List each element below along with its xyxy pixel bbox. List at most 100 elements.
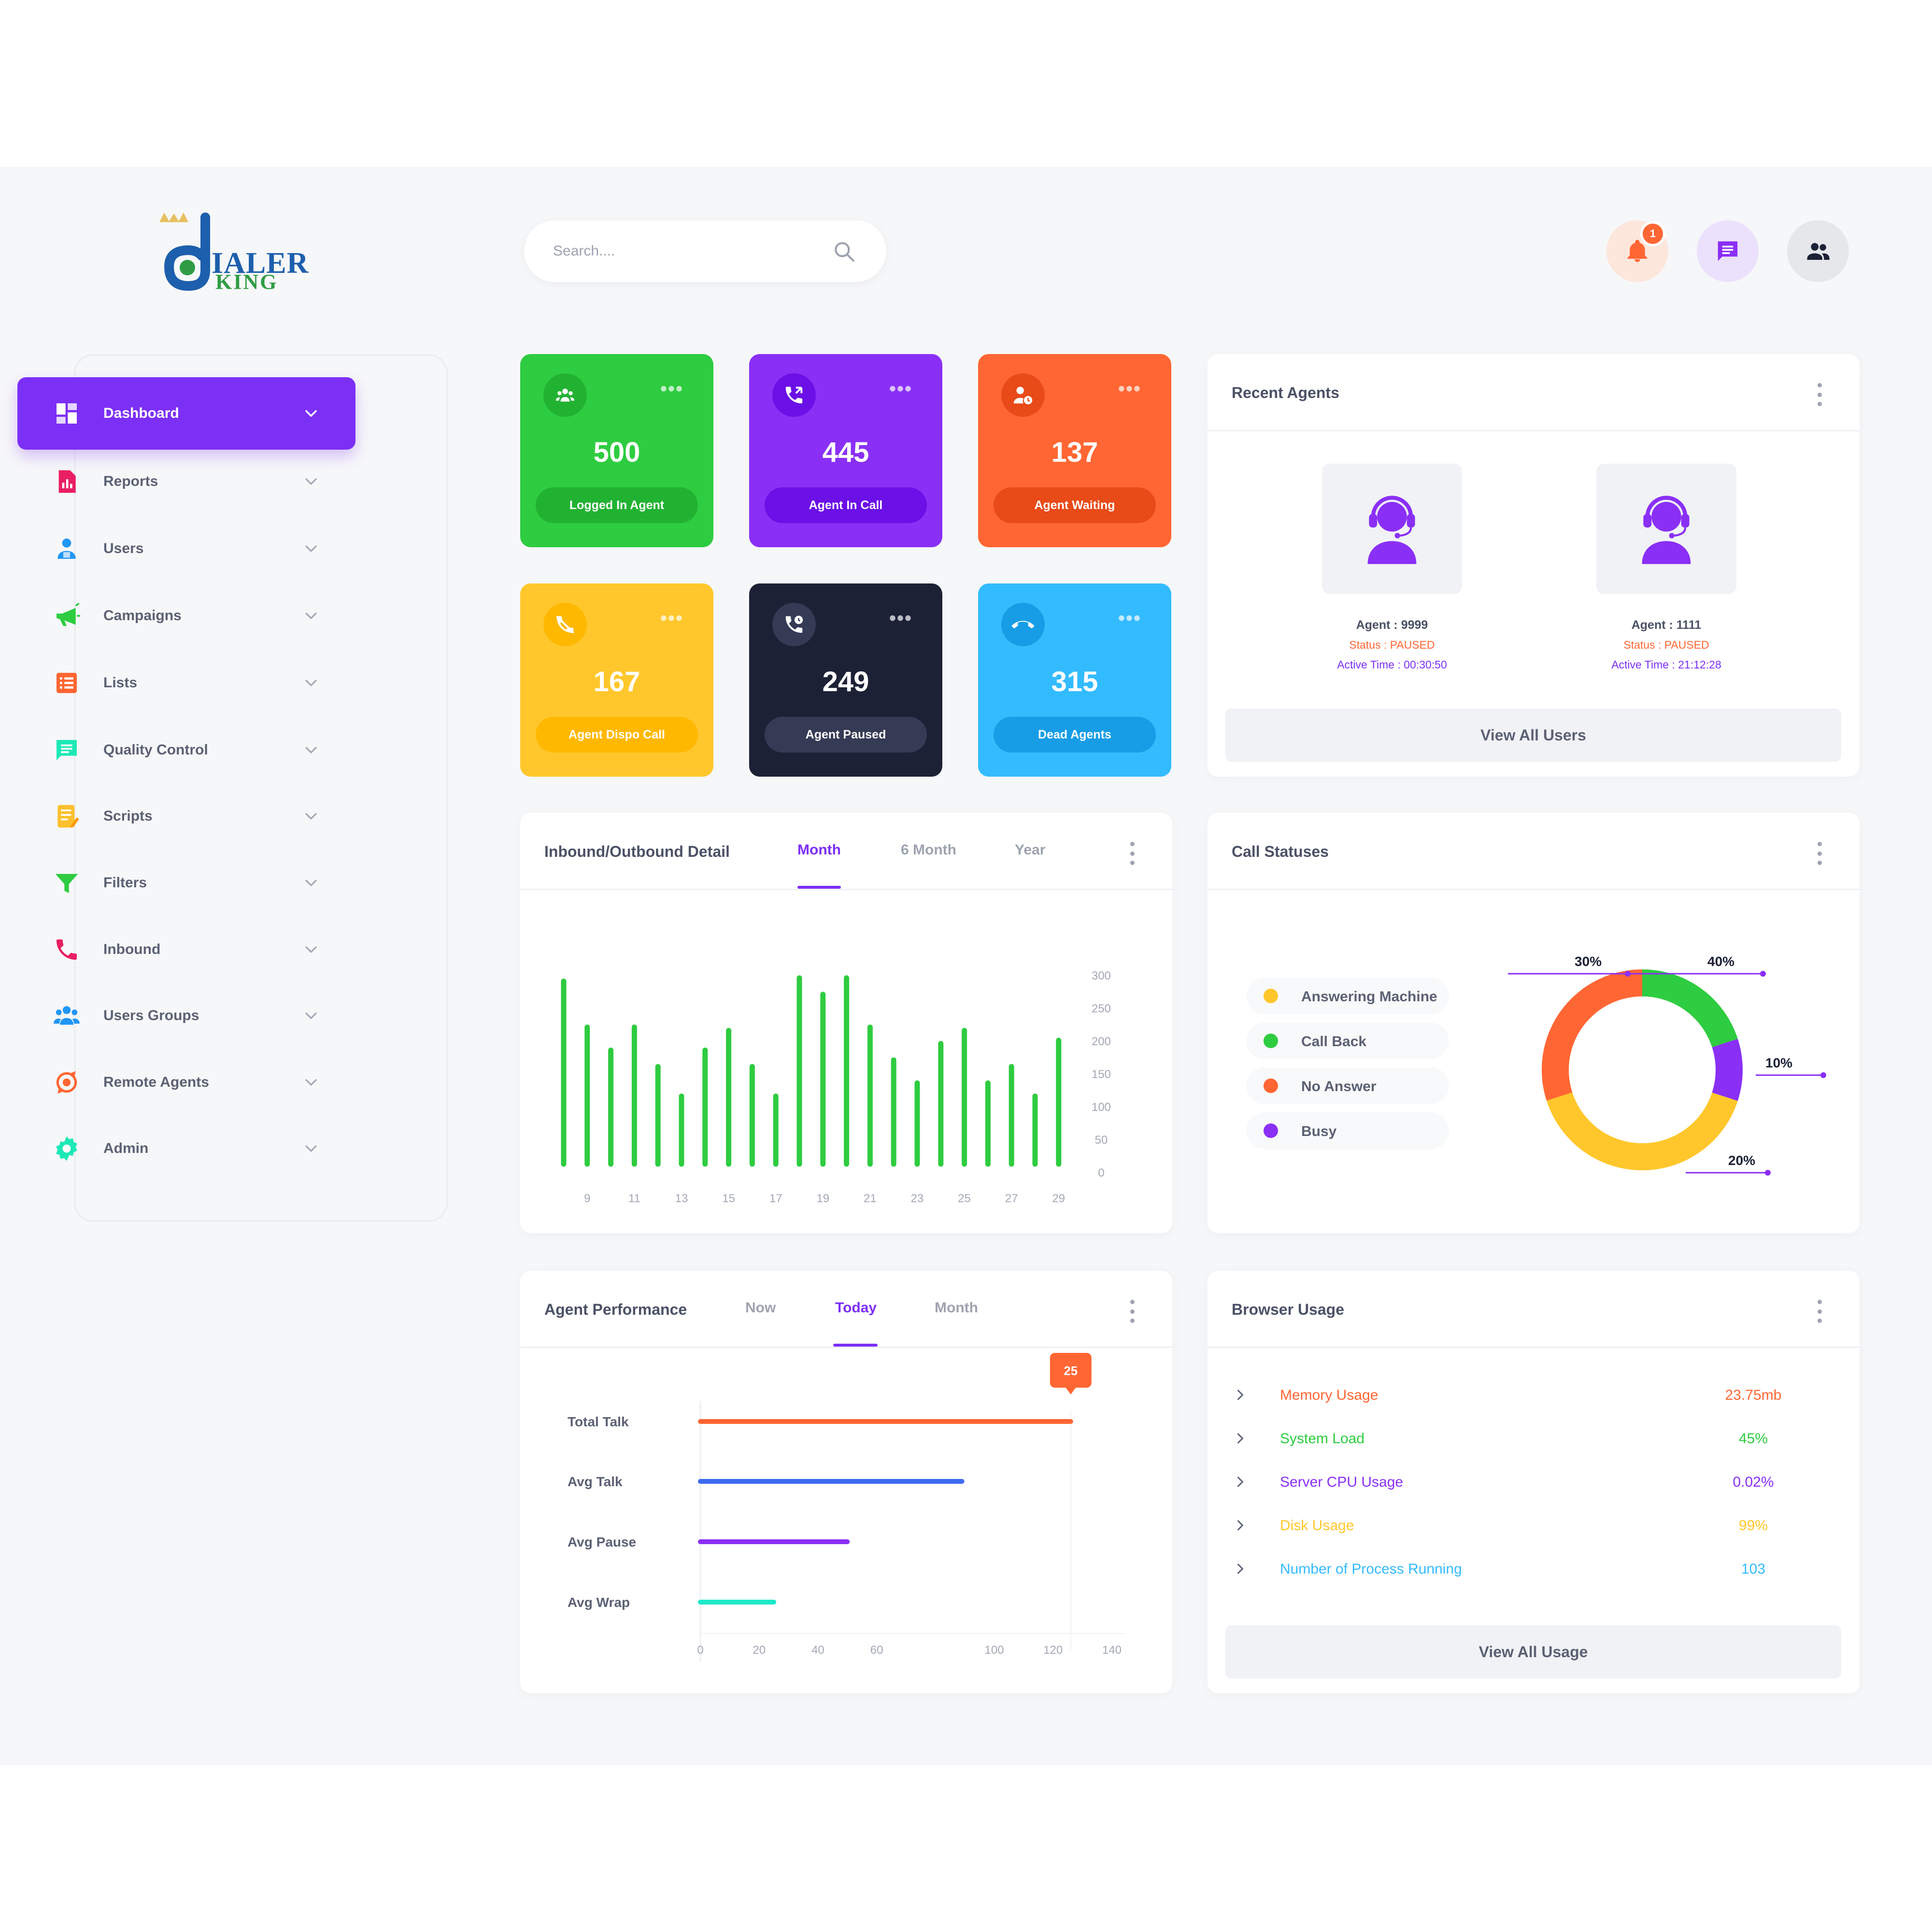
value-marker-label: 25 [1064, 1364, 1078, 1378]
search-input[interactable] [553, 237, 814, 266]
chevron-down-icon[interactable] [301, 404, 321, 423]
more-options-icon[interactable] [1129, 1300, 1136, 1323]
card-title: Agent Performance [544, 1301, 687, 1318]
tab-year[interactable]: Year [1015, 842, 1046, 858]
chevron-down-icon[interactable] [301, 539, 321, 558]
more-options-icon[interactable]: ••• [1118, 378, 1141, 399]
stat-label: Agent Paused [765, 717, 927, 753]
more-options-icon[interactable]: ••• [889, 608, 912, 629]
tab-month[interactable]: Month [797, 842, 841, 858]
more-options-icon[interactable] [1816, 1300, 1823, 1323]
agent-performance-card: Agent Performance Now Today Month Total … [520, 1271, 1172, 1693]
chevron-down-icon[interactable] [301, 606, 321, 625]
sidebar-item-label: Reports [103, 473, 158, 489]
usage-row[interactable]: Disk Usage 99% [1232, 1511, 1811, 1540]
agent-avatar[interactable] [1596, 464, 1736, 594]
tab-6-month[interactable]: 6 Month [901, 842, 956, 858]
chevron-right-icon[interactable] [1232, 1517, 1249, 1534]
view-all-usage-button[interactable]: View All Usage [1225, 1625, 1841, 1678]
legend-item-busy[interactable]: Busy [1246, 1112, 1449, 1149]
stat-card-logged-in[interactable]: ••• 500 Logged In Agent [520, 354, 713, 547]
more-options-icon[interactable] [1129, 842, 1136, 865]
sidebar-item-quality-control[interactable]: Quality Control [17, 714, 355, 786]
chevron-down-icon[interactable] [301, 940, 321, 959]
sidebar-item-label: Lists [103, 675, 138, 691]
more-options-icon[interactable]: ••• [660, 608, 683, 629]
sidebar-item-users-groups[interactable]: Users Groups [17, 980, 355, 1052]
stat-card-waiting[interactable]: ••• 137 Agent Waiting [978, 354, 1171, 547]
legend-item-no-answer[interactable]: No Answer [1246, 1067, 1449, 1104]
more-options-icon[interactable] [1816, 383, 1823, 406]
chevron-right-icon[interactable] [1232, 1560, 1249, 1577]
x-tick-label: 140 [1102, 1644, 1122, 1657]
x-tick-label: 17 [769, 1192, 782, 1205]
recent-agents-card: Recent Agents [1208, 354, 1860, 777]
more-options-icon[interactable] [1816, 842, 1823, 865]
chevron-down-icon[interactable] [301, 873, 321, 893]
legend-label: Answering Machine [1301, 989, 1437, 1005]
remote-icon [52, 1068, 81, 1097]
sidebar-item-inbound[interactable]: Inbound [17, 913, 355, 986]
usage-row[interactable]: Number of Process Running 103 [1232, 1554, 1811, 1583]
legend-item-call-back[interactable]: Call Back [1246, 1023, 1449, 1059]
x-tick-label: 9 [584, 1192, 590, 1205]
phone-call-icon [772, 373, 816, 417]
sidebar-item-admin[interactable]: Admin [17, 1112, 355, 1185]
more-options-icon[interactable]: ••• [1118, 608, 1141, 629]
sidebar-item-remote-agents[interactable]: Remote Agents [17, 1046, 355, 1119]
dashboard-icon [52, 399, 81, 428]
sidebar-item-lists[interactable]: Lists [17, 647, 355, 719]
chevron-down-icon[interactable] [301, 807, 321, 826]
script-icon [52, 802, 81, 831]
chevron-right-icon[interactable] [1232, 1473, 1249, 1491]
stat-card-dead[interactable]: ••• 315 Dead Agents [978, 583, 1171, 777]
notifications-button[interactable]: 1 [1606, 220, 1668, 282]
stat-card-dispo[interactable]: ••• 167 Agent Dispo Call [520, 583, 713, 777]
sidebar-item-filters[interactable]: Filters [17, 847, 355, 919]
stat-card-paused[interactable]: ••• 249 Agent Paused [749, 583, 942, 777]
sidebar-item-label: Dashboard [103, 405, 179, 421]
tab-today[interactable]: Today [835, 1300, 877, 1316]
usage-row[interactable]: Server CPU Usage 0.02% [1232, 1467, 1811, 1496]
chevron-down-icon[interactable] [301, 740, 321, 760]
chevron-down-icon[interactable] [301, 1139, 321, 1158]
agent-avatar[interactable] [1322, 464, 1462, 594]
stat-card-in-call[interactable]: ••• 445 Agent In Call [749, 354, 942, 547]
sidebar-item-campaigns[interactable]: Campaigns [17, 580, 355, 652]
profile-button[interactable] [1787, 220, 1849, 282]
view-all-users-button[interactable]: View All Users [1225, 709, 1841, 762]
chevron-down-icon[interactable] [301, 673, 321, 693]
messages-button[interactable] [1697, 220, 1759, 282]
x-tick-label: 60 [870, 1644, 883, 1657]
sidebar-item-reports[interactable]: Reports [17, 445, 355, 518]
donut-segment [1542, 969, 1743, 1170]
x-tick-label: 29 [1052, 1192, 1065, 1205]
card-header: Inbound/Outbound Detail Month 6 Month Ye… [520, 813, 1172, 890]
sidebar-item-users[interactable]: Users [17, 512, 355, 585]
usage-row[interactable]: Memory Usage 23.75mb [1232, 1380, 1811, 1409]
tab-month[interactable]: Month [935, 1300, 978, 1316]
x-tick-label: 25 [958, 1192, 971, 1205]
chevron-down-icon[interactable] [301, 1006, 321, 1025]
logo-mark [159, 213, 210, 291]
legend-item-answering-machine[interactable]: Answering Machine [1246, 978, 1449, 1014]
sidebar-item-scripts[interactable]: Scripts [17, 780, 355, 852]
sidebar-item-dashboard[interactable]: Dashboard [17, 377, 355, 450]
chevron-down-icon[interactable] [301, 472, 321, 491]
search-bar[interactable] [524, 220, 886, 282]
more-options-icon[interactable]: ••• [660, 378, 683, 399]
headset-agent-icon [1642, 496, 1691, 564]
chevron-down-icon[interactable] [301, 1073, 321, 1092]
tab-now[interactable]: Now [745, 1300, 776, 1316]
inbound-outbound-card: Inbound/Outbound Detail Month 6 Month Ye… [520, 813, 1172, 1233]
card-title: Browser Usage [1232, 1301, 1344, 1318]
chevron-right-icon[interactable] [1232, 1430, 1249, 1447]
chevron-right-icon[interactable] [1232, 1386, 1249, 1404]
usage-row[interactable]: System Load 45% [1232, 1424, 1811, 1453]
dialer-king-logo[interactable]: IALER KING [155, 213, 314, 295]
agent-active-time: Active Time : 21:12:28 [1611, 658, 1721, 671]
search-icon[interactable] [832, 240, 856, 264]
card-header: Browser Usage [1208, 1271, 1860, 1348]
more-options-icon[interactable]: ••• [889, 378, 912, 399]
sidebar-item-label: Campaigns [103, 608, 182, 624]
